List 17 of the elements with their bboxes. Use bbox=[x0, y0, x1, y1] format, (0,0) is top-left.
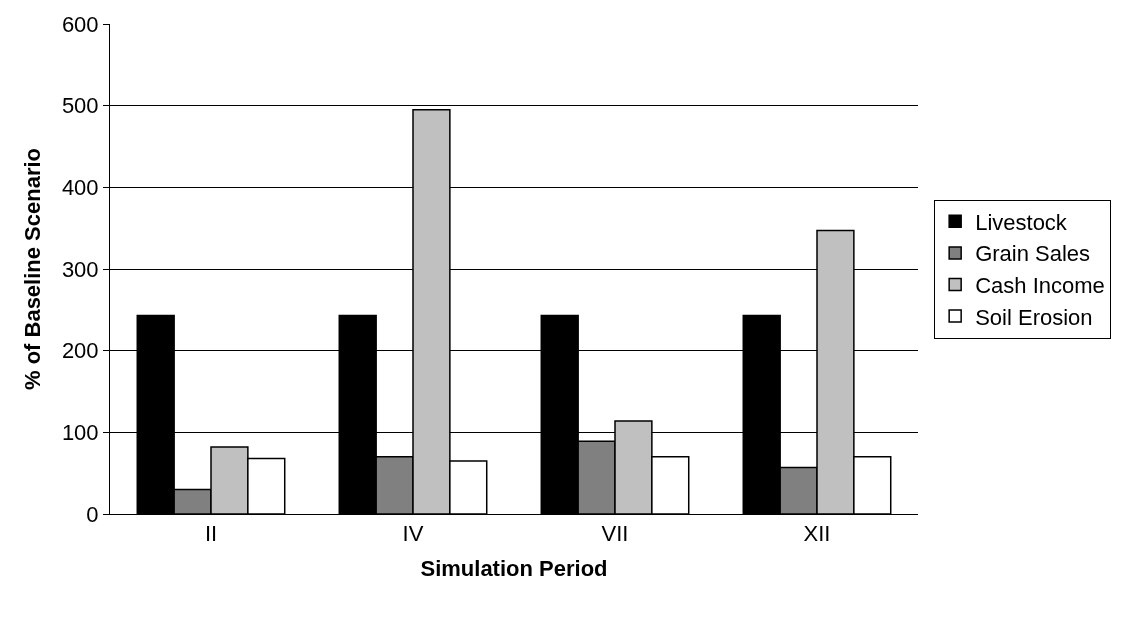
y-tick-label: 500 bbox=[61, 93, 99, 119]
x-tick-label: IV bbox=[402, 521, 424, 547]
x-tick-label: XII bbox=[803, 521, 831, 547]
x-tick-label: VII bbox=[601, 521, 629, 547]
y-tick-label: 600 bbox=[61, 11, 99, 37]
y-tick-label: 300 bbox=[61, 256, 99, 282]
y-tick-label: 200 bbox=[61, 338, 99, 364]
legend-label: Soil Erosion bbox=[975, 304, 1093, 330]
legend-label: Grain Sales bbox=[975, 241, 1091, 267]
legend-label: Livestock bbox=[975, 209, 1068, 235]
y-tick-label: 100 bbox=[61, 420, 99, 446]
x-tick-label: II bbox=[204, 521, 218, 547]
y-tick-label: 0 bbox=[86, 501, 99, 527]
y-axis-title: % of Baseline Scenario bbox=[19, 147, 45, 391]
legend-label: Cash Income bbox=[975, 273, 1105, 299]
y-tick-label: 400 bbox=[61, 175, 99, 201]
x-axis-title: Simulation Period bbox=[420, 556, 608, 582]
